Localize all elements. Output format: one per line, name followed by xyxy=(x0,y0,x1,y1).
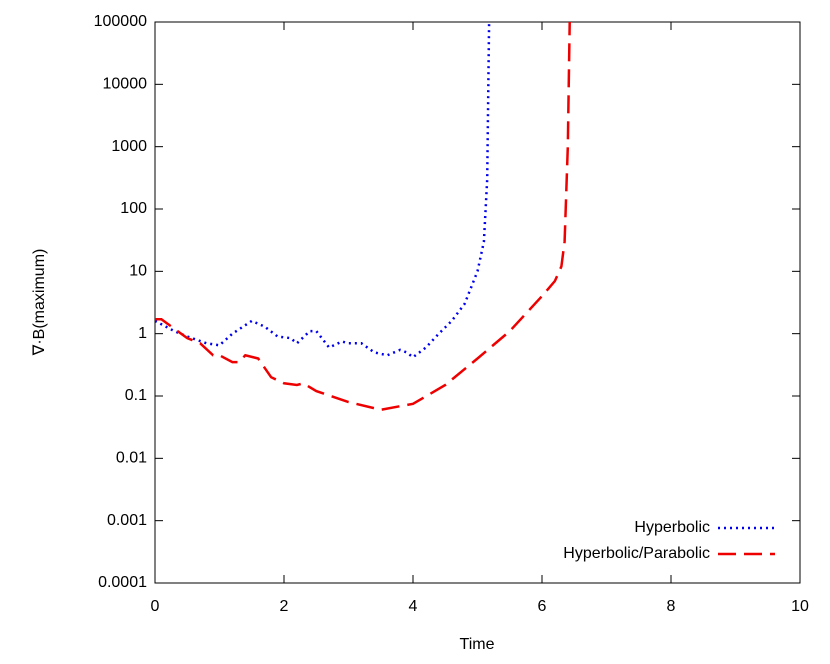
y-tick-label: 10 xyxy=(129,263,147,280)
y-tick-label: 1 xyxy=(138,325,147,342)
y-axis-label: ∇·B(maximum) xyxy=(31,249,48,357)
y-tick-label: 100000 xyxy=(94,13,147,30)
legend-label: Hyperbolic/Parabolic xyxy=(563,545,710,562)
x-tick-label: 2 xyxy=(280,598,289,615)
y-tick-label: 1000 xyxy=(111,138,147,155)
y-tick-label: 10000 xyxy=(103,76,148,93)
y-tick-label: 0.0001 xyxy=(98,574,147,591)
x-axis-label: Time xyxy=(460,636,495,653)
x-tick-label: 8 xyxy=(667,598,676,615)
y-tick-label: 0.001 xyxy=(107,512,147,529)
x-tick-label: 4 xyxy=(409,598,418,615)
legend-label: Hyperbolic xyxy=(634,519,710,536)
y-tick-label: 100 xyxy=(120,200,147,217)
x-tick-label: 10 xyxy=(791,598,809,615)
x-tick-label: 0 xyxy=(151,598,160,615)
plot-frame xyxy=(154,21,801,584)
data-line xyxy=(155,22,571,412)
data-line xyxy=(155,22,491,359)
y-tick-label: 0.1 xyxy=(125,387,147,404)
x-tick-label: 6 xyxy=(538,598,547,615)
y-tick-label: 0.01 xyxy=(116,450,147,467)
